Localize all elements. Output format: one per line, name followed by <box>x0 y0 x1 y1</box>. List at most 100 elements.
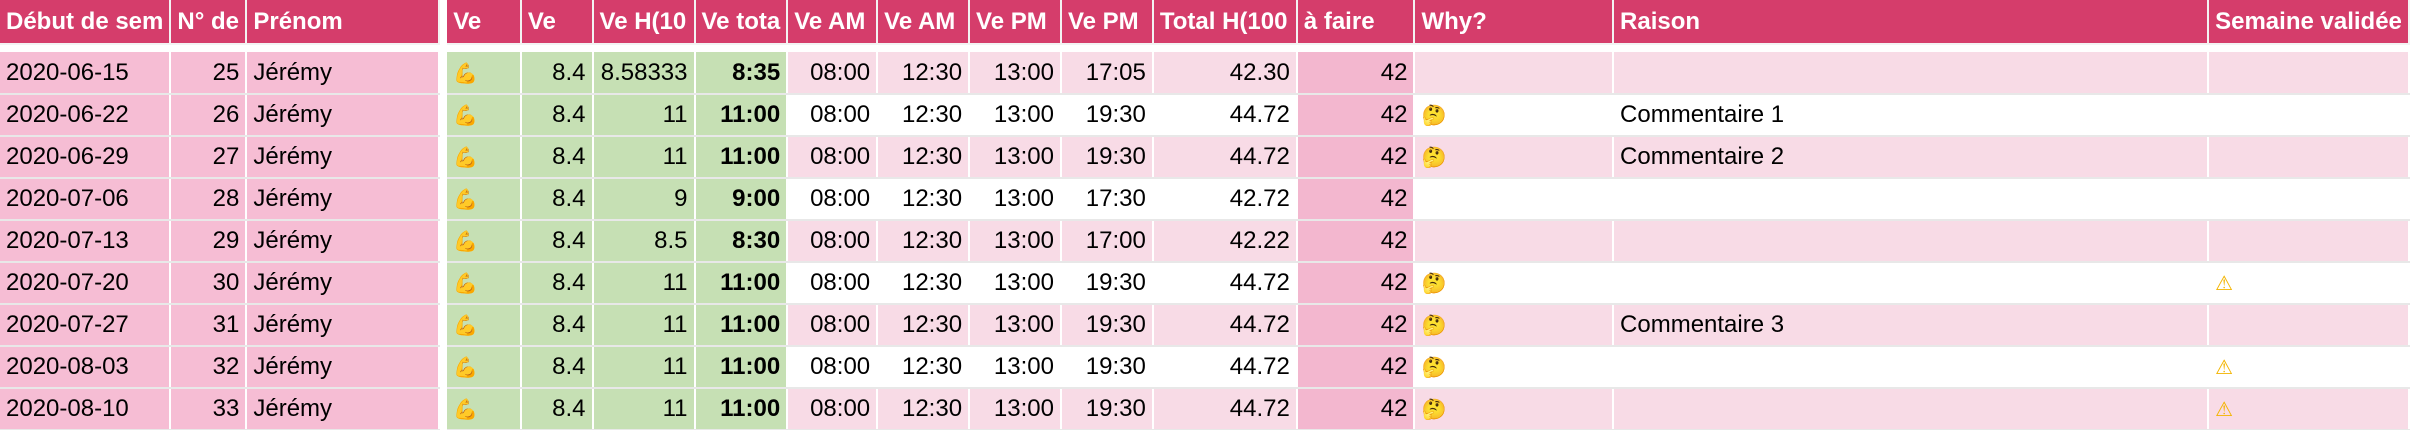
cell-date[interactable]: 2020-07-27 <box>0 304 170 346</box>
cell-ve-hours[interactable]: 11 <box>593 262 695 304</box>
cell-ve-am-end[interactable]: 12:30 <box>877 178 969 220</box>
cell-ve-pm-end[interactable]: 19:30 <box>1061 136 1153 178</box>
cell-ve-flag[interactable]: 💪 <box>447 52 521 94</box>
cell-ve-total[interactable]: 11:00 <box>695 388 788 430</box>
cell-ve-pm-start[interactable]: 13:00 <box>969 94 1061 136</box>
cell-name[interactable]: Jérémy <box>246 388 439 430</box>
header-a-faire[interactable]: à faire <box>1297 0 1415 44</box>
cell-semaine-validee[interactable] <box>2208 304 2409 346</box>
cell-a-faire[interactable]: 42 <box>1297 178 1415 220</box>
cell-raison[interactable] <box>1613 52 2208 94</box>
header-week[interactable]: N° de <box>170 0 246 44</box>
cell-ve-hours[interactable]: 11 <box>593 346 695 388</box>
cell-a-faire[interactable]: 42 <box>1297 136 1415 178</box>
cell-total-hours[interactable]: 44.72 <box>1153 94 1297 136</box>
header-name[interactable]: Prénom <box>246 0 439 44</box>
cell-ve-total[interactable]: 8:35 <box>695 52 788 94</box>
cell-ve-hours[interactable]: 9 <box>593 178 695 220</box>
cell-ve-pm-start[interactable]: 13:00 <box>969 346 1061 388</box>
cell-why[interactable] <box>1414 220 1613 262</box>
cell-semaine-validee[interactable] <box>2208 94 2409 136</box>
cell-ve-hours[interactable]: 11 <box>593 388 695 430</box>
cell-ve-pm-end[interactable]: 19:30 <box>1061 262 1153 304</box>
cell-ve-am-start[interactable]: 08:00 <box>787 262 877 304</box>
cell-ve-pm-end[interactable]: 17:00 <box>1061 220 1153 262</box>
cell-total-hours[interactable]: 42.22 <box>1153 220 1297 262</box>
cell-week[interactable]: 27 <box>170 136 246 178</box>
cell-raison[interactable] <box>1613 220 2208 262</box>
cell-ve-total[interactable]: 11:00 <box>695 304 788 346</box>
cell-why[interactable]: 🤔 <box>1414 136 1613 178</box>
cell-date[interactable]: 2020-06-29 <box>0 136 170 178</box>
cell-a-faire[interactable]: 42 <box>1297 388 1415 430</box>
cell-ve-am-start[interactable]: 08:00 <box>787 52 877 94</box>
cell-ve-am-start[interactable]: 08:00 <box>787 388 877 430</box>
cell-ve-am-end[interactable]: 12:30 <box>877 94 969 136</box>
cell-semaine-validee[interactable] <box>2208 220 2409 262</box>
cell-why[interactable]: 🤔 <box>1414 346 1613 388</box>
cell-ve[interactable]: 8.4 <box>521 178 593 220</box>
cell-ve-total[interactable]: 9:00 <box>695 178 788 220</box>
cell-ve[interactable]: 8.4 <box>521 136 593 178</box>
cell-week[interactable]: 31 <box>170 304 246 346</box>
cell-total-hours[interactable]: 42.30 <box>1153 52 1297 94</box>
cell-a-faire[interactable]: 42 <box>1297 94 1415 136</box>
cell-ve-flag[interactable]: 💪 <box>447 178 521 220</box>
cell-ve[interactable]: 8.4 <box>521 52 593 94</box>
cell-week[interactable]: 29 <box>170 220 246 262</box>
cell-ve-am-end[interactable]: 12:30 <box>877 262 969 304</box>
cell-ve-pm-end[interactable]: 19:30 <box>1061 94 1153 136</box>
cell-ve-am-end[interactable]: 12:30 <box>877 304 969 346</box>
header-semaine-validee[interactable]: Semaine validée <box>2208 0 2409 44</box>
cell-ve[interactable]: 8.4 <box>521 94 593 136</box>
header-ve-1[interactable]: Ve <box>447 0 521 44</box>
cell-total-hours[interactable]: 44.72 <box>1153 136 1297 178</box>
cell-ve-am-start[interactable]: 08:00 <box>787 136 877 178</box>
header-raison[interactable]: Raison <box>1613 0 2208 44</box>
cell-name[interactable]: Jérémy <box>246 304 439 346</box>
cell-a-faire[interactable]: 42 <box>1297 220 1415 262</box>
cell-ve-total[interactable]: 11:00 <box>695 262 788 304</box>
cell-ve[interactable]: 8.4 <box>521 388 593 430</box>
cell-ve-pm-start[interactable]: 13:00 <box>969 262 1061 304</box>
header-total-hours[interactable]: Total H(100 <box>1153 0 1297 44</box>
header-ve-am-1[interactable]: Ve AM <box>787 0 877 44</box>
cell-ve-pm-start[interactable]: 13:00 <box>969 220 1061 262</box>
cell-ve-am-start[interactable]: 08:00 <box>787 304 877 346</box>
cell-why[interactable] <box>1414 178 1613 220</box>
cell-ve-pm-start[interactable]: 13:00 <box>969 136 1061 178</box>
cell-ve-hours[interactable]: 11 <box>593 94 695 136</box>
cell-ve-am-end[interactable]: 12:30 <box>877 136 969 178</box>
cell-raison[interactable] <box>1613 346 2208 388</box>
cell-ve[interactable]: 8.4 <box>521 346 593 388</box>
cell-ve[interactable]: 8.4 <box>521 220 593 262</box>
cell-ve-pm-end[interactable]: 17:30 <box>1061 178 1153 220</box>
header-why[interactable]: Why? <box>1414 0 1613 44</box>
cell-date[interactable]: 2020-08-03 <box>0 346 170 388</box>
cell-ve-am-start[interactable]: 08:00 <box>787 220 877 262</box>
cell-why[interactable]: 🤔 <box>1414 388 1613 430</box>
cell-ve-flag[interactable]: 💪 <box>447 220 521 262</box>
cell-ve-am-end[interactable]: 12:30 <box>877 220 969 262</box>
cell-date[interactable]: 2020-06-22 <box>0 94 170 136</box>
cell-raison[interactable]: Commentaire 1 <box>1613 94 2208 136</box>
cell-name[interactable]: Jérémy <box>246 178 439 220</box>
cell-ve-flag[interactable]: 💪 <box>447 346 521 388</box>
cell-ve-hours[interactable]: 8.58333 <box>593 52 695 94</box>
cell-ve-hours[interactable]: 8.5 <box>593 220 695 262</box>
cell-name[interactable]: Jérémy <box>246 262 439 304</box>
cell-date[interactable]: 2020-08-10 <box>0 388 170 430</box>
cell-why[interactable]: 🤔 <box>1414 262 1613 304</box>
cell-raison[interactable] <box>1613 262 2208 304</box>
cell-ve[interactable]: 8.4 <box>521 304 593 346</box>
cell-ve-flag[interactable]: 💪 <box>447 136 521 178</box>
header-ve-2[interactable]: Ve <box>521 0 593 44</box>
cell-ve-pm-end[interactable]: 19:30 <box>1061 304 1153 346</box>
cell-date[interactable]: 2020-06-15 <box>0 52 170 94</box>
cell-raison[interactable] <box>1613 178 2208 220</box>
cell-ve-pm-start[interactable]: 13:00 <box>969 388 1061 430</box>
header-ve-pm-2[interactable]: Ve PM <box>1061 0 1153 44</box>
header-ve-total[interactable]: Ve tota <box>695 0 788 44</box>
cell-date[interactable]: 2020-07-13 <box>0 220 170 262</box>
cell-ve-flag[interactable]: 💪 <box>447 304 521 346</box>
